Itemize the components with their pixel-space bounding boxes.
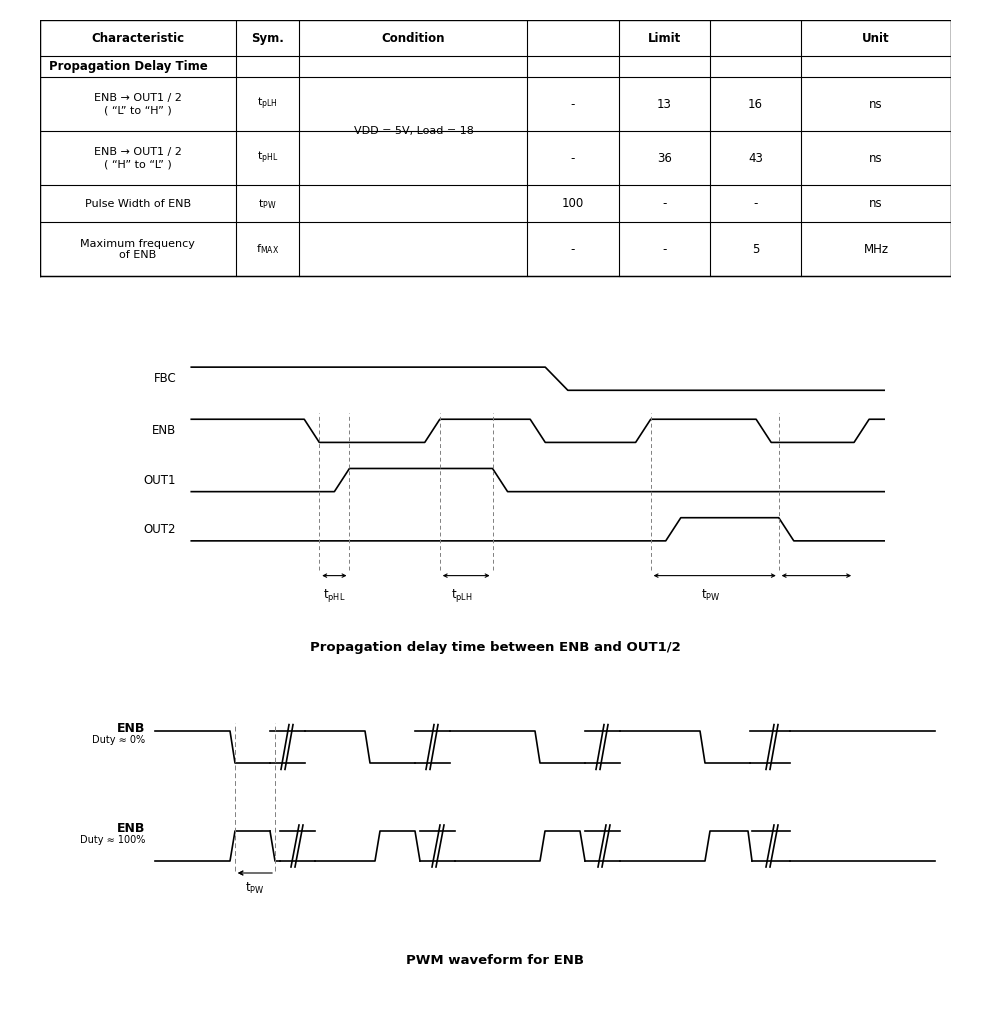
- Text: ns: ns: [869, 197, 883, 210]
- Text: t$_\mathrm{pLH}$: t$_\mathrm{pLH}$: [452, 587, 474, 605]
- Text: -: -: [571, 151, 575, 165]
- Text: t$_\mathrm{PW}$: t$_\mathrm{PW}$: [259, 197, 276, 210]
- Text: ENB → OUT1 / 2
( “H” to “L” ): ENB → OUT1 / 2 ( “H” to “L” ): [94, 147, 181, 169]
- Text: t$_\mathrm{pHL}$: t$_\mathrm{pHL}$: [257, 150, 278, 167]
- Text: 100: 100: [562, 197, 584, 210]
- Text: VDD = 5V, Load = 18: VDD = 5V, Load = 18: [354, 126, 474, 136]
- Text: OUT1: OUT1: [144, 473, 176, 487]
- Text: FBC: FBC: [154, 372, 176, 385]
- Text: ENB: ENB: [117, 823, 145, 835]
- Text: t$_\mathrm{PW}$: t$_\mathrm{PW}$: [702, 588, 720, 604]
- Text: ENB → OUT1 / 2
( “L” to “H” ): ENB → OUT1 / 2 ( “L” to “H” ): [94, 93, 181, 115]
- Text: -: -: [662, 243, 666, 256]
- Text: PWM waveform for ENB: PWM waveform for ENB: [406, 954, 585, 966]
- Text: 36: 36: [657, 151, 672, 165]
- Text: ns: ns: [869, 151, 883, 165]
- Text: ns: ns: [869, 98, 883, 111]
- Text: -: -: [571, 243, 575, 256]
- Text: t$_\mathrm{pHL}$: t$_\mathrm{pHL}$: [323, 587, 346, 605]
- Text: 43: 43: [748, 151, 763, 165]
- Text: -: -: [753, 197, 757, 210]
- Text: OUT2: OUT2: [144, 523, 176, 535]
- Text: Propagation delay time between ENB and OUT1/2: Propagation delay time between ENB and O…: [310, 641, 681, 653]
- Text: Condition: Condition: [382, 31, 445, 45]
- Text: t$_\mathrm{pLH}$: t$_\mathrm{pLH}$: [258, 97, 277, 113]
- Text: 16: 16: [748, 98, 763, 111]
- Text: t$_\mathrm{PW}$: t$_\mathrm{PW}$: [245, 881, 265, 896]
- Text: Pulse Width of ENB: Pulse Width of ENB: [84, 199, 190, 209]
- Text: Duty ≈ 0%: Duty ≈ 0%: [92, 735, 145, 745]
- Text: Sym.: Sym.: [251, 31, 284, 45]
- Text: Limit: Limit: [647, 31, 681, 45]
- Text: Duty ≈ 100%: Duty ≈ 100%: [79, 835, 145, 845]
- Text: ENB: ENB: [152, 425, 176, 437]
- Text: ENB: ENB: [117, 722, 145, 736]
- Text: 5: 5: [751, 243, 759, 256]
- Text: Unit: Unit: [862, 31, 890, 45]
- Text: -: -: [662, 197, 666, 210]
- Text: 13: 13: [657, 98, 672, 111]
- Text: Propagation Delay Time: Propagation Delay Time: [49, 60, 207, 73]
- Text: MHz: MHz: [863, 243, 889, 256]
- Text: Maximum frequency
of ENB: Maximum frequency of ENB: [80, 239, 195, 260]
- Text: f$_\mathrm{MAX}$: f$_\mathrm{MAX}$: [256, 243, 279, 256]
- Text: Characteristic: Characteristic: [91, 31, 184, 45]
- Text: -: -: [571, 98, 575, 111]
